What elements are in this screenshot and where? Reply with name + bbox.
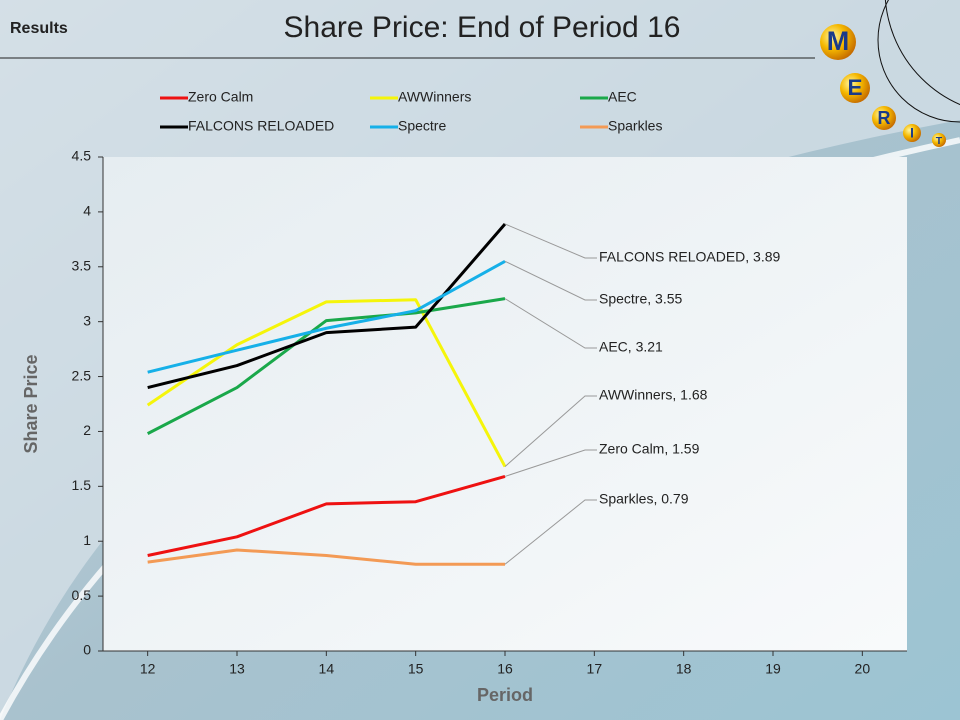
logo-ball [932,133,946,147]
series-line [146,298,507,468]
data-label: AWWinners, 1.68 [599,387,708,403]
series-line [147,548,505,566]
logo-letter: E [847,75,862,100]
logo-ball [903,124,921,142]
leader-line [504,223,597,259]
plot-area [103,157,907,651]
series-line [147,475,506,557]
x-tick-label: 16 [497,661,513,677]
x-tick-label: 14 [319,661,335,677]
leader-line [504,395,597,467]
logo: MER I T [820,24,946,147]
x-tick-label: 18 [676,661,692,677]
data-label: AEC, 3.21 [599,339,663,355]
y-tick-label: 2.5 [72,367,92,383]
data-label: Zero Calm, 1.59 [599,441,700,457]
y-tick-label: 3.5 [72,257,92,273]
leader-line [504,499,597,565]
logo-letter: M [827,26,850,56]
y-tick-label: 0 [83,642,91,658]
logo-letter: I [910,126,914,141]
x-tick-label: 19 [765,661,781,677]
logo-ball [820,24,856,60]
series-line [147,259,506,374]
logo-letter: R [878,108,891,128]
x-tick-label: 15 [408,661,424,677]
x-tick-label: 12 [140,661,156,677]
data-label: FALCONS RELOADED, 3.89 [599,249,781,265]
data-label: Sparkles, 0.79 [599,491,689,507]
x-tick-label: 13 [229,661,245,677]
section-label: Results [10,20,68,37]
logo-ball [840,73,870,103]
y-tick-label: 1 [83,532,91,548]
y-tick-label: 1.5 [72,477,92,493]
legend-label: Sparkles [608,118,662,134]
legend-label: AWWinners [398,89,471,105]
series-line [146,297,506,435]
x-tick-label: 17 [587,661,603,677]
x-axis-title: Period [477,685,533,705]
legend-label: Spectre [398,118,446,134]
y-tick-label: 2 [83,422,91,438]
leader-line [504,449,597,477]
logo-ball [872,106,896,130]
legend-label: FALCONS RELOADED [188,118,334,134]
chart-title: Share Price: End of Period 16 [284,11,681,44]
leader-line [504,260,597,301]
leader-line [504,298,597,349]
y-axis-title: Share Price [21,354,41,453]
y-tick-label: 4.5 [72,148,92,164]
legend-label: Zero Calm [188,89,253,105]
legend-label: AEC [608,89,637,105]
x-tick-label: 20 [855,661,871,677]
y-tick-label: 0.5 [72,587,92,603]
logo-arc [877,0,960,123]
y-tick-label: 3 [83,312,91,328]
data-label: Spectre, 3.55 [599,291,682,307]
logo-letter: T [936,135,943,147]
y-tick-label: 4 [83,203,91,219]
